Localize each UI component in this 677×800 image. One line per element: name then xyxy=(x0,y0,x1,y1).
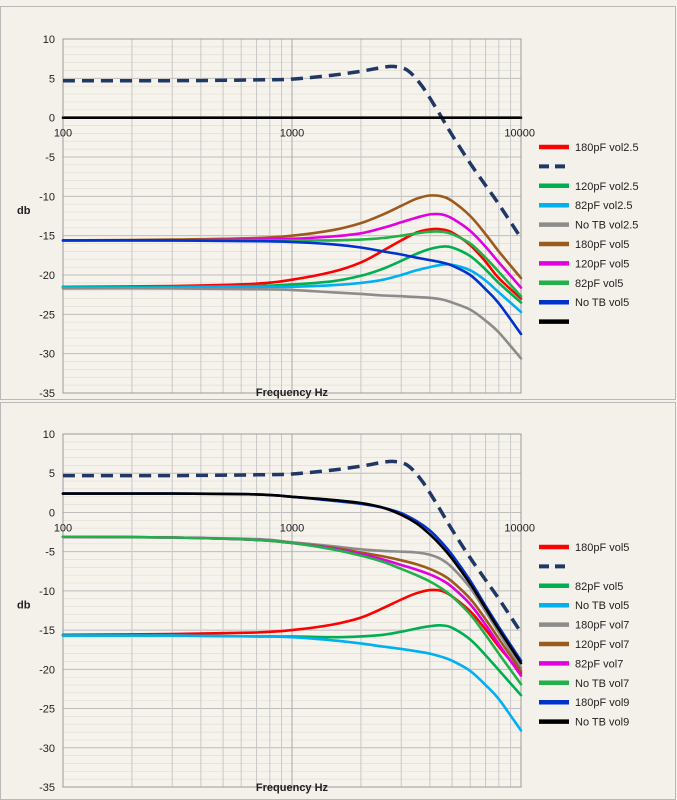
plot-border xyxy=(62,38,522,394)
legend-label: 180pF vol9 xyxy=(575,697,629,709)
legend-label: 120pF vol2.5 xyxy=(575,181,639,193)
legend-label: No TB vol7 xyxy=(575,678,629,690)
x-tick-label: 10000 xyxy=(504,128,535,140)
legend-label: 180pF vol7 xyxy=(575,620,629,632)
legend-label: 82pF vol2.5 xyxy=(575,200,632,212)
legend: 180pF vol2.5 120pF vol2.5 82pF vol2.5 No TB… xyxy=(539,142,639,324)
series-line-1 xyxy=(61,588,523,675)
legend-label: No TB vol5 xyxy=(575,600,629,612)
y-tick-label: -10 xyxy=(39,586,55,598)
series-line-5 xyxy=(61,287,523,360)
legend-label: 82pF vol7 xyxy=(575,658,623,670)
chart-panel-top: 10 5 0 -5 -10 -15 -20 -25 -30 -35 100 1000 10000 db Fr… xyxy=(0,6,676,400)
y-tick-label: -5 xyxy=(45,152,55,164)
legend-label: 180pF vol5 xyxy=(575,542,629,554)
series-line-2 xyxy=(62,64,523,239)
y-tick-label: -35 xyxy=(39,388,55,399)
grid xyxy=(62,433,522,788)
legend-label: 82pF vol5 xyxy=(575,278,623,290)
y-tick-label: 5 xyxy=(49,73,55,85)
x-tick-label: 100 xyxy=(54,128,72,140)
y-tick-label: -25 xyxy=(39,309,55,321)
legend-label: 82pF vol5 xyxy=(575,581,623,593)
y-tick-label: -20 xyxy=(39,664,55,676)
series-group xyxy=(61,64,523,360)
legend-label: 120pF vol7 xyxy=(575,639,629,651)
y-tick-label: -15 xyxy=(39,231,55,243)
y-tick-label: 0 xyxy=(49,113,55,125)
y-tick-label: -30 xyxy=(39,743,55,755)
chart-panel-bottom: 10 5 0 -5 -10 -15 -20 -25 -30 -35 100 1000 10000 db Fr… xyxy=(0,402,676,800)
x-tick-label: 1000 xyxy=(280,522,304,534)
frequency-response-chart-bottom: 10 5 0 -5 -10 -15 -20 -25 -30 -35 100 1000 10000 db Fr… xyxy=(17,429,629,794)
x-tick-label: 10000 xyxy=(504,522,535,534)
series-group xyxy=(61,459,523,732)
y-tick-label: -15 xyxy=(39,625,55,637)
plot-border xyxy=(62,433,522,788)
series-line-1 xyxy=(61,227,523,300)
series-line-8 xyxy=(61,535,523,686)
frequency-response-chart-top: 10 5 0 -5 -10 -15 -20 -25 -30 -35 100 1000 10000 db Fr… xyxy=(17,34,639,399)
x-axis-title: Frequency Hz xyxy=(256,782,329,794)
x-axis-title: Frequency Hz xyxy=(256,387,329,399)
legend-label: 180pF vol2.5 xyxy=(575,142,639,154)
y-tick-label: -20 xyxy=(39,270,55,282)
legend: 180pF vol5 82pF vol5 No TB vol5 180pF vol7 1… xyxy=(539,542,629,729)
y-tick-label: 10 xyxy=(43,429,55,441)
y-tick-label: -30 xyxy=(39,349,55,361)
legend-label: 180pF vol5 xyxy=(575,239,629,251)
y-tick-label: -25 xyxy=(39,704,55,716)
x-tick-label: 1000 xyxy=(280,128,304,140)
y-tick-label: -35 xyxy=(39,782,55,794)
legend-label: No TB vol9 xyxy=(575,717,629,729)
y-tick-label: -5 xyxy=(45,547,55,559)
legend-label: No TB vol5 xyxy=(575,297,629,309)
series-line-4 xyxy=(61,262,523,314)
y-tick-label: 5 xyxy=(49,468,55,480)
series-line-4 xyxy=(61,634,523,732)
series-line-10 xyxy=(61,492,523,665)
series-line-9 xyxy=(61,239,523,336)
y-tick-label: 0 xyxy=(49,507,55,519)
x-tick-label: 100 xyxy=(54,522,72,534)
series-line-6 xyxy=(61,194,523,280)
y-axis-title: db xyxy=(17,205,31,217)
legend-label: No TB vol2.5 xyxy=(575,220,638,232)
legend-label: 120pF vol5 xyxy=(575,258,629,270)
y-tick-label: -10 xyxy=(39,191,55,203)
grid xyxy=(62,38,522,394)
series-line-2 xyxy=(62,459,523,634)
y-axis-title: db xyxy=(17,600,31,612)
y-tick-label: 10 xyxy=(43,34,55,46)
